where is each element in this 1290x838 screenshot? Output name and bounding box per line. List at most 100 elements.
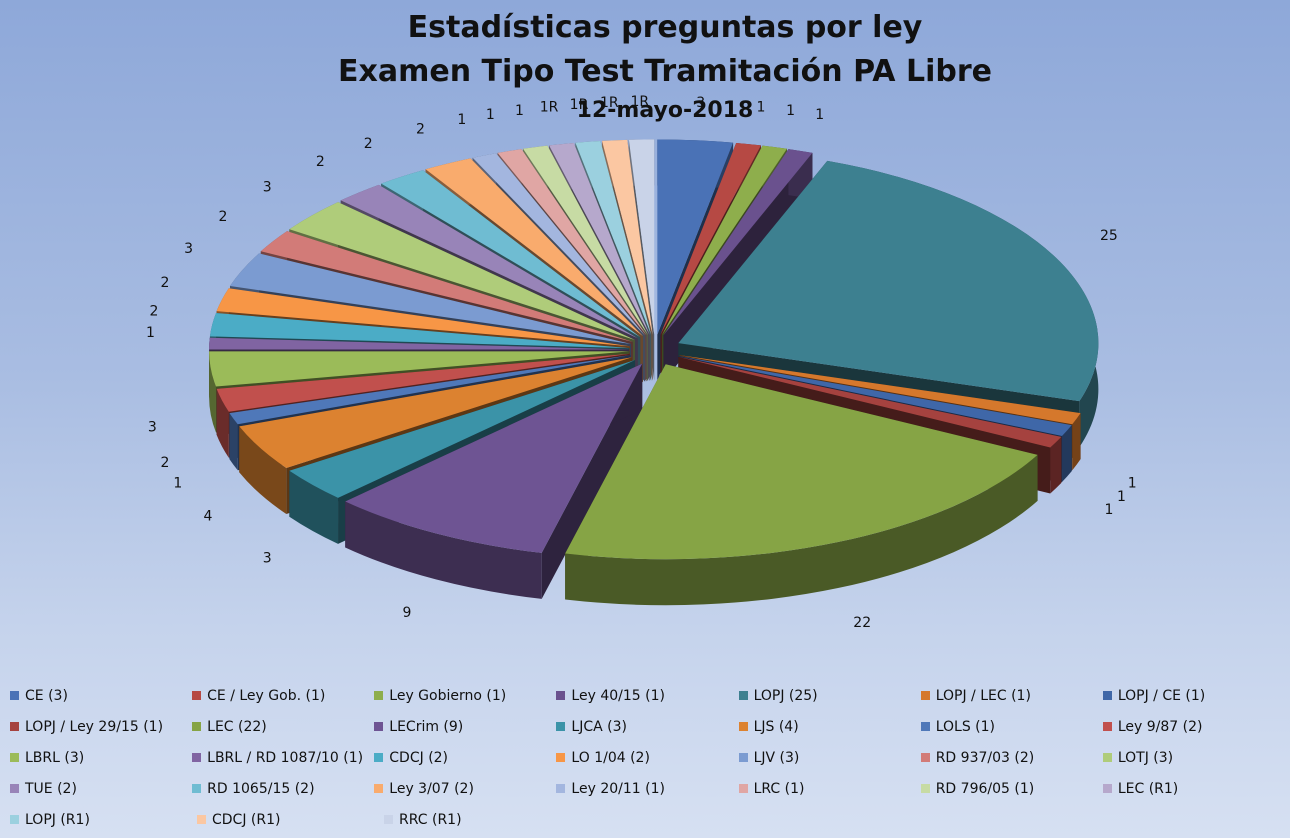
legend-swatch: [10, 784, 19, 793]
data-label: 1: [173, 476, 182, 492]
chart-subtitle: 12-mayo-2018: [576, 98, 754, 123]
legend-item: CDCJ (R1): [197, 812, 384, 828]
legend-swatch: [192, 691, 202, 700]
legend-item: Ley 3/07 (2): [374, 781, 556, 797]
legend-item: LO 1/04 (2): [556, 750, 738, 766]
legend-label: LOPJ / LEC (1): [935, 687, 1031, 704]
legend-swatch: [1102, 691, 1112, 700]
chart-title-block: Estadísticas preguntas por ley Examen Ti…: [0, 6, 1290, 126]
data-label: 22: [853, 615, 871, 631]
legend-swatch: [738, 753, 748, 762]
legend-swatch: [10, 722, 19, 731]
legend-swatch: [738, 784, 748, 793]
legend-item: Ley Gobierno (1): [374, 688, 556, 704]
data-label: 2: [364, 136, 373, 152]
legend-item: LEC (R1): [1102, 781, 1285, 797]
data-label: 1: [457, 112, 466, 128]
data-label: 2: [160, 275, 169, 291]
legend-swatch: [374, 691, 384, 700]
legend-item: LRC (1): [738, 780, 921, 797]
data-label: 4: [204, 509, 213, 525]
data-label: 1: [1128, 476, 1137, 492]
legend-label: LJCA (3): [571, 718, 627, 735]
data-label: 25: [1100, 228, 1118, 244]
chart-title-line-2: Examen Tipo Test Tramitación PA Libre: [338, 54, 992, 89]
legend-row: LOPJ / Ley 29/15 (1) LEC (22) LECrim (9) LJ…: [10, 711, 1285, 742]
legend-item: Ley 9/87 (2): [1102, 718, 1285, 735]
data-label: 3: [148, 420, 157, 436]
legend-label: Ley 3/07 (2): [389, 780, 474, 797]
legend-item: LOPJ (25): [738, 688, 921, 704]
legend-item: LOTJ (3): [1102, 750, 1285, 766]
data-label: 2: [160, 455, 169, 471]
legend-swatch: [1102, 784, 1112, 793]
legend-swatch: [920, 691, 930, 700]
legend-swatch: [556, 784, 566, 793]
legend-label: LRC (1): [753, 780, 805, 797]
legend-label: Ley 40/15 (1): [571, 687, 665, 704]
legend-label: LBRL (3): [25, 749, 85, 766]
data-label: 1R: [600, 95, 619, 111]
legend-swatch: [374, 722, 384, 731]
legend-label: LOLS (1): [935, 718, 995, 735]
data-label: 2: [219, 209, 228, 225]
data-label: 1R: [630, 94, 649, 110]
legend-item: LOPJ (R1): [10, 812, 197, 828]
legend-item: LBRL (3): [10, 750, 192, 766]
legend-item: LOPJ / LEC (1): [920, 687, 1103, 704]
legend-label: TUE (2): [25, 780, 77, 797]
chart-title-line-1: Estadísticas preguntas por ley: [407, 10, 923, 45]
legend-item: CE (3): [10, 688, 192, 704]
legend-swatch: [920, 784, 930, 793]
data-label: 1: [786, 103, 795, 119]
legend-label: LJV (3): [753, 749, 800, 766]
data-label: 2: [316, 154, 325, 170]
legend-label: LO 1/04 (2): [571, 749, 650, 766]
legend-swatch: [192, 753, 202, 762]
legend-item: LOPJ / Ley 29/15 (1): [10, 719, 192, 735]
legend-swatch: [1102, 722, 1112, 731]
legend-label: Ley Gobierno (1): [389, 687, 507, 704]
legend-swatch: [1102, 753, 1112, 762]
legend-swatch: [10, 691, 19, 700]
legend-item: LOLS (1): [920, 718, 1103, 735]
data-label: 1: [1104, 502, 1113, 518]
data-label: 3: [184, 241, 193, 257]
data-label: 3: [696, 95, 705, 111]
legend-label: RD 1065/15 (2): [207, 780, 315, 797]
legend-label: RD 937/03 (2): [935, 749, 1035, 766]
legend-label: LOPJ / CE (1): [1117, 687, 1206, 704]
data-label: 3: [263, 180, 272, 196]
legend-label: RRC (R1): [399, 811, 462, 828]
legend-label: LEC (22): [207, 718, 267, 735]
legend-label: LECrim (9): [389, 718, 464, 735]
data-label: 2: [416, 121, 425, 137]
data-label: 2: [149, 303, 158, 319]
legend-item: CE / Ley Gob. (1): [192, 688, 374, 704]
legend-swatch: [738, 691, 748, 700]
legend-label: CE / Ley Gob. (1): [207, 687, 326, 704]
legend-swatch: [738, 722, 748, 731]
legend-row: CE (3) CE / Ley Gob. (1) Ley Gobierno (1) L…: [10, 680, 1285, 711]
legend-swatch: [197, 815, 206, 824]
legend-item: RD 937/03 (2): [920, 749, 1103, 766]
data-label: 1R: [540, 99, 559, 115]
legend-swatch: [556, 722, 566, 731]
data-label: 9: [403, 605, 412, 621]
data-label: 1: [815, 107, 824, 123]
legend-label: Ley 9/87 (2): [1117, 718, 1203, 735]
legend-item: RD 1065/15 (2): [192, 781, 374, 797]
pie-slice: [565, 364, 1038, 606]
legend-swatch: [920, 753, 930, 762]
legend-item: RRC (R1): [384, 812, 571, 828]
legend-item: Ley 40/15 (1): [556, 688, 738, 704]
legend-label: CDCJ (2): [389, 749, 449, 766]
legend-item: LJV (3): [738, 749, 921, 766]
legend-label: LOPJ / Ley 29/15 (1): [25, 718, 164, 735]
legend-item: LEC (22): [192, 719, 374, 735]
legend-label: LJS (4): [753, 718, 799, 735]
legend-row: TUE (2) RD 1065/15 (2) Ley 3/07 (2) Ley 20/…: [10, 773, 1285, 804]
legend-label: LBRL / RD 1087/10 (1): [207, 749, 364, 766]
legend-swatch: [192, 784, 202, 793]
legend-row: LOPJ (R1) CDCJ (R1) RRC (R1): [10, 804, 1285, 835]
